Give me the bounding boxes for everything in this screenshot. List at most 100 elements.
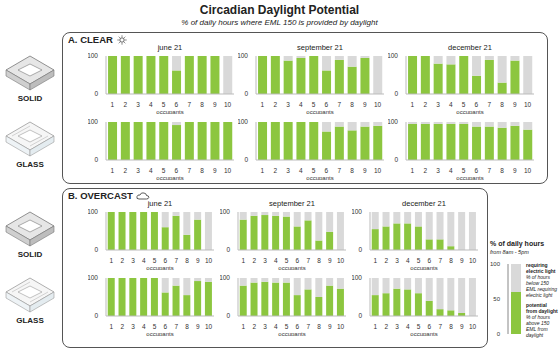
svg-text:10: 10 xyxy=(224,101,232,108)
svg-text:3: 3 xyxy=(395,257,399,264)
svg-text:8: 8 xyxy=(200,167,204,174)
svg-text:2: 2 xyxy=(120,323,124,330)
svg-text:9: 9 xyxy=(460,257,464,264)
svg-text:3: 3 xyxy=(395,323,399,330)
svg-text:6: 6 xyxy=(296,257,300,264)
svg-text:0: 0 xyxy=(244,90,248,97)
svg-text:4: 4 xyxy=(449,167,453,174)
svg-text:6: 6 xyxy=(296,323,300,330)
svg-text:10: 10 xyxy=(469,323,477,330)
svg-text:0: 0 xyxy=(226,312,230,319)
svg-text:100: 100 xyxy=(490,261,501,267)
svg-text:4: 4 xyxy=(149,167,153,174)
svg-text:1: 1 xyxy=(110,323,114,330)
svg-text:7: 7 xyxy=(487,101,491,108)
svg-text:occupants: occupants xyxy=(410,265,437,270)
svg-text:10: 10 xyxy=(374,167,382,174)
svg-text:0: 0 xyxy=(358,246,362,253)
svg-text:7: 7 xyxy=(306,323,310,330)
svg-text:7: 7 xyxy=(487,167,491,174)
svg-text:3: 3 xyxy=(263,257,267,264)
svg-text:9: 9 xyxy=(328,257,332,264)
svg-text:7: 7 xyxy=(438,257,442,264)
svg-text:occupants: occupants xyxy=(456,175,483,180)
svg-text:9: 9 xyxy=(196,323,200,330)
svg-text:1: 1 xyxy=(242,257,246,264)
svg-text:6: 6 xyxy=(428,323,432,330)
svg-text:5: 5 xyxy=(153,323,157,330)
svg-text:0: 0 xyxy=(358,312,362,319)
svg-text:5: 5 xyxy=(417,323,421,330)
svg-text:100: 100 xyxy=(88,118,98,125)
svg-text:9: 9 xyxy=(363,167,367,174)
svg-text:0: 0 xyxy=(244,156,248,163)
svg-text:9: 9 xyxy=(513,101,517,108)
svg-text:10: 10 xyxy=(374,101,382,108)
svg-text:1: 1 xyxy=(374,323,378,330)
svg-text:2: 2 xyxy=(123,167,127,174)
svg-text:5: 5 xyxy=(312,101,316,108)
svg-text:2: 2 xyxy=(423,167,427,174)
svg-text:0: 0 xyxy=(497,331,501,337)
svg-text:100: 100 xyxy=(238,118,248,125)
svg-text:8: 8 xyxy=(449,323,453,330)
svg-text:100: 100 xyxy=(220,274,230,281)
svg-text:1: 1 xyxy=(110,257,114,264)
svg-text:100: 100 xyxy=(238,52,248,59)
svg-text:100: 100 xyxy=(88,208,98,215)
svg-text:100: 100 xyxy=(88,274,98,281)
svg-text:6: 6 xyxy=(164,323,168,330)
svg-text:50: 50 xyxy=(493,296,500,302)
svg-text:8: 8 xyxy=(185,323,189,330)
svg-text:9: 9 xyxy=(363,101,367,108)
svg-text:5: 5 xyxy=(312,167,316,174)
svg-text:10: 10 xyxy=(205,323,213,330)
svg-text:100: 100 xyxy=(220,208,230,215)
svg-text:8: 8 xyxy=(317,323,321,330)
svg-text:1: 1 xyxy=(111,167,115,174)
svg-text:1: 1 xyxy=(111,101,115,108)
svg-text:0: 0 xyxy=(394,90,398,97)
svg-text:3: 3 xyxy=(286,101,290,108)
svg-text:6: 6 xyxy=(475,167,479,174)
svg-text:5: 5 xyxy=(162,167,166,174)
svg-text:8: 8 xyxy=(200,101,204,108)
svg-text:8: 8 xyxy=(449,257,453,264)
svg-text:occupants: occupants xyxy=(456,109,483,114)
svg-text:3: 3 xyxy=(436,167,440,174)
svg-text:4: 4 xyxy=(299,101,303,108)
svg-text:0: 0 xyxy=(94,90,98,97)
svg-text:8: 8 xyxy=(317,257,321,264)
svg-text:1: 1 xyxy=(242,323,246,330)
svg-text:7: 7 xyxy=(187,101,191,108)
svg-text:occupants: occupants xyxy=(410,331,437,336)
svg-text:occupants: occupants xyxy=(146,265,173,270)
svg-text:2: 2 xyxy=(384,323,388,330)
svg-text:1: 1 xyxy=(411,167,415,174)
svg-text:8: 8 xyxy=(500,101,504,108)
svg-text:6: 6 xyxy=(175,101,179,108)
svg-text:occupants: occupants xyxy=(156,109,183,114)
svg-text:0: 0 xyxy=(94,246,98,253)
svg-text:2: 2 xyxy=(252,323,256,330)
svg-text:10: 10 xyxy=(524,167,532,174)
svg-text:9: 9 xyxy=(213,167,217,174)
svg-text:6: 6 xyxy=(475,101,479,108)
svg-text:9: 9 xyxy=(513,167,517,174)
svg-text:10: 10 xyxy=(205,257,213,264)
svg-text:4: 4 xyxy=(142,257,146,264)
svg-text:1: 1 xyxy=(411,101,415,108)
svg-text:2: 2 xyxy=(273,167,277,174)
svg-text:100: 100 xyxy=(88,52,98,59)
svg-text:9: 9 xyxy=(328,323,332,330)
svg-text:7: 7 xyxy=(438,323,442,330)
svg-text:4: 4 xyxy=(149,101,153,108)
svg-text:0: 0 xyxy=(394,156,398,163)
svg-text:2: 2 xyxy=(120,257,124,264)
svg-text:2: 2 xyxy=(423,101,427,108)
svg-text:6: 6 xyxy=(325,101,329,108)
svg-text:7: 7 xyxy=(337,101,341,108)
svg-text:100: 100 xyxy=(352,208,362,215)
svg-text:2: 2 xyxy=(384,257,388,264)
svg-text:7: 7 xyxy=(174,257,178,264)
